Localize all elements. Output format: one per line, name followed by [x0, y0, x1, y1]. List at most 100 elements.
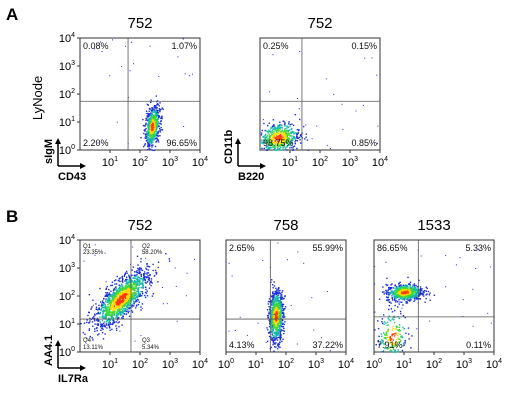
event-dot	[132, 293, 134, 296]
event-dot	[271, 306, 273, 309]
event-dot	[396, 326, 398, 329]
event-dot	[145, 276, 147, 278]
event-dot	[300, 134, 302, 136]
quadrant-lower-right: 96.65%	[166, 138, 197, 148]
event-dot	[98, 312, 100, 315]
event-dot	[268, 311, 270, 313]
event-dot	[268, 332, 270, 334]
event-dot	[271, 333, 273, 336]
event-dot	[152, 263, 154, 266]
event-dot	[145, 288, 147, 291]
event-dot	[131, 296, 134, 298]
event-dot	[294, 137, 296, 139]
event-dot	[462, 299, 464, 301]
event-dot	[408, 333, 410, 335]
event-dot	[279, 135, 282, 137]
event-dot	[396, 345, 398, 347]
event-dot	[234, 330, 236, 331]
event-dot	[278, 326, 280, 328]
event-dot	[175, 285, 177, 287]
event-dot	[144, 286, 147, 289]
x-tick-label: 101	[282, 156, 298, 169]
event-dot	[109, 329, 111, 332]
event-dot	[113, 288, 116, 290]
event-dot	[273, 323, 275, 326]
event-dot	[158, 130, 160, 132]
event-dot	[132, 288, 134, 290]
event-dot	[157, 112, 160, 114]
event-dot	[121, 301, 124, 303]
event-dot	[404, 296, 407, 298]
event-dot	[147, 276, 149, 278]
event-dot	[298, 136, 301, 139]
event-dot	[382, 286, 384, 288]
event-dot	[115, 279, 117, 281]
event-dot	[405, 292, 407, 294]
event-dot	[88, 329, 90, 332]
event-dot	[99, 313, 101, 315]
event-dot	[138, 280, 140, 283]
event-dot	[294, 138, 296, 140]
event-dot	[398, 296, 401, 298]
event-dot	[389, 288, 391, 290]
event-dot	[109, 323, 111, 325]
event-dot	[125, 270, 128, 273]
event-dot	[426, 293, 428, 295]
event-dot	[291, 123, 293, 125]
event-dot	[112, 319, 114, 322]
event-dot	[387, 321, 389, 324]
event-dot	[274, 137, 277, 140]
event-dot	[271, 143, 274, 146]
event-dot	[283, 323, 285, 326]
event-dot	[156, 132, 159, 134]
event-dot	[393, 342, 395, 344]
event-dot	[124, 305, 126, 307]
event-dot	[278, 125, 281, 127]
event-dot	[126, 308, 128, 311]
events-cloud	[374, 248, 492, 353]
event-dot	[115, 325, 117, 327]
y-tick-label: 100	[59, 346, 75, 359]
event-dot	[401, 298, 403, 301]
event-dot	[274, 319, 277, 321]
event-dot	[155, 112, 157, 114]
event-dot	[396, 288, 398, 291]
event-dot	[146, 263, 148, 265]
event-dot	[122, 315, 124, 317]
event-dot	[104, 314, 107, 316]
event-dot	[153, 117, 155, 120]
event-dot	[381, 291, 384, 293]
event-dot	[155, 111, 158, 113]
event-dot	[151, 131, 154, 133]
event-dot	[414, 286, 417, 289]
event-dot	[410, 347, 412, 349]
event-dot	[390, 287, 392, 290]
event-dot	[286, 146, 288, 148]
event-dot	[105, 314, 107, 317]
event-dot	[117, 312, 119, 314]
event-dot	[131, 311, 134, 313]
event-dot	[418, 290, 421, 292]
event-dot	[146, 136, 148, 139]
event-dot	[159, 110, 161, 113]
event-dot	[281, 309, 283, 311]
event-dot	[120, 294, 122, 296]
event-dot	[119, 277, 121, 279]
y-axis-label: sIgM	[43, 139, 55, 164]
event-dot	[113, 300, 115, 302]
event-dot	[128, 281, 130, 284]
event-dot	[274, 319, 276, 321]
event-dot	[107, 301, 109, 303]
event-dot	[113, 288, 115, 291]
event-dot	[416, 288, 418, 290]
event-dot	[151, 109, 153, 112]
event-dot	[150, 148, 152, 151]
event-dot	[141, 307, 143, 309]
event-dot	[122, 300, 125, 302]
event-dot	[107, 317, 110, 319]
event-dot	[102, 303, 105, 306]
event-dot	[389, 336, 391, 338]
event-dot	[107, 299, 109, 301]
event-dot	[284, 139, 287, 141]
event-dot	[401, 288, 403, 291]
